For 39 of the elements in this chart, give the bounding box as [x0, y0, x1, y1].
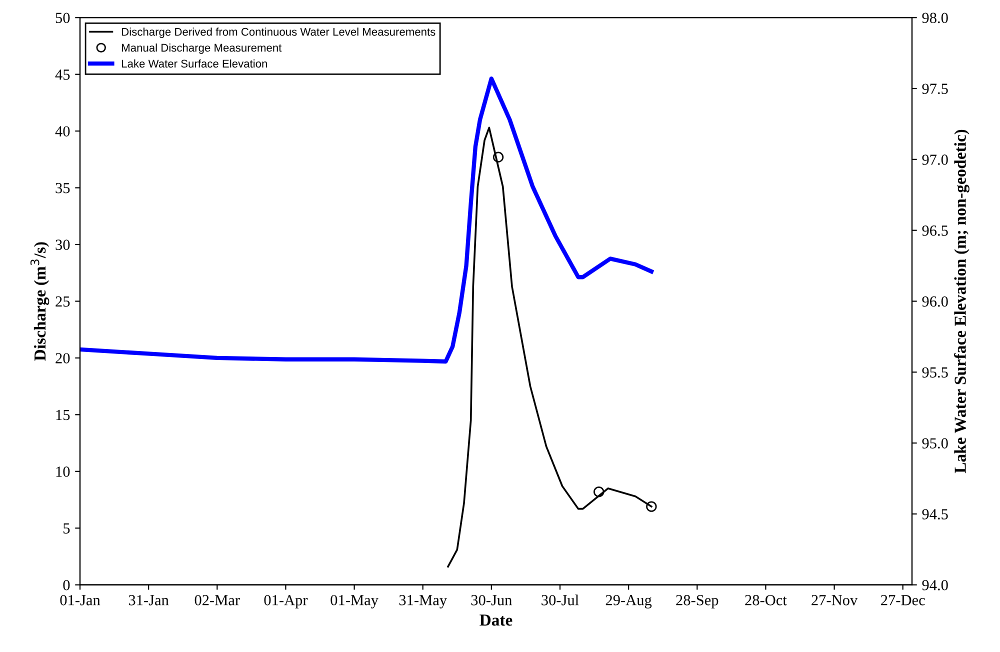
y2-tick-label: 95.0	[922, 438, 948, 449]
x-tick-label: 28-Oct	[745, 595, 787, 606]
y2-axis-title: Lake Water Surface Elevation (m; non-geodetic)	[954, 130, 970, 474]
y-tick-label: 15	[56, 410, 70, 420]
y2-tick-label: 94.0	[922, 580, 948, 590]
x-tick-label: 27-Dec	[881, 595, 925, 606]
x-tick-label: 29-Aug	[606, 595, 652, 608]
y2-tick-label: 97.0	[922, 154, 948, 165]
y2-tick-label: 97.5	[922, 84, 948, 94]
y-tick-label: 30	[56, 240, 70, 250]
y2-tick-label: 95.5	[922, 367, 948, 378]
x-tick-label: 02-Mar	[194, 595, 240, 606]
x-tick-label: 01-Jan	[60, 595, 100, 606]
y-tick-label: 10	[56, 466, 70, 477]
legend-label: Discharge Derived from Continuous Water Level Measurements	[122, 28, 436, 38]
y-tick-label: 0	[63, 580, 70, 590]
y2-tick-label: 96.0	[922, 296, 948, 307]
x-tick-label: 01-May	[330, 594, 378, 608]
y-tick-label: 45	[55, 70, 70, 80]
x-tick-label: 01-Apr	[264, 595, 308, 608]
y-axis-title: Discharge (m$^{3}$/s)	[30, 242, 50, 361]
y-tick-label: 20	[56, 353, 70, 364]
y-tick-label: 25	[56, 296, 70, 307]
x-tick-label: 28-Sep	[676, 595, 718, 608]
x-tick-label: 30-Jun	[471, 595, 512, 606]
x-tick-label: 30-Jul	[542, 594, 579, 606]
y2-tick-label: 94.5	[922, 509, 948, 520]
y2-tick-label: 96.5	[922, 226, 948, 236]
y2-tick-label: 98.0	[922, 12, 948, 24]
x-axis-title: Date	[480, 614, 512, 626]
x-tick-label: 27-Nov	[812, 595, 858, 606]
y-tick-label: 35	[56, 182, 70, 194]
y-tick-label: 50	[56, 12, 70, 24]
y-tick-label: 5	[64, 523, 70, 534]
y-tick-label: 40	[55, 126, 70, 137]
legend-label: Lake Water Surface Elevation	[122, 59, 267, 68]
x-tick-label: 31-Jan	[128, 595, 169, 606]
x-tick-label: 31-May	[399, 595, 447, 608]
legend-label: Manual Discharge Measurement	[122, 44, 282, 54]
